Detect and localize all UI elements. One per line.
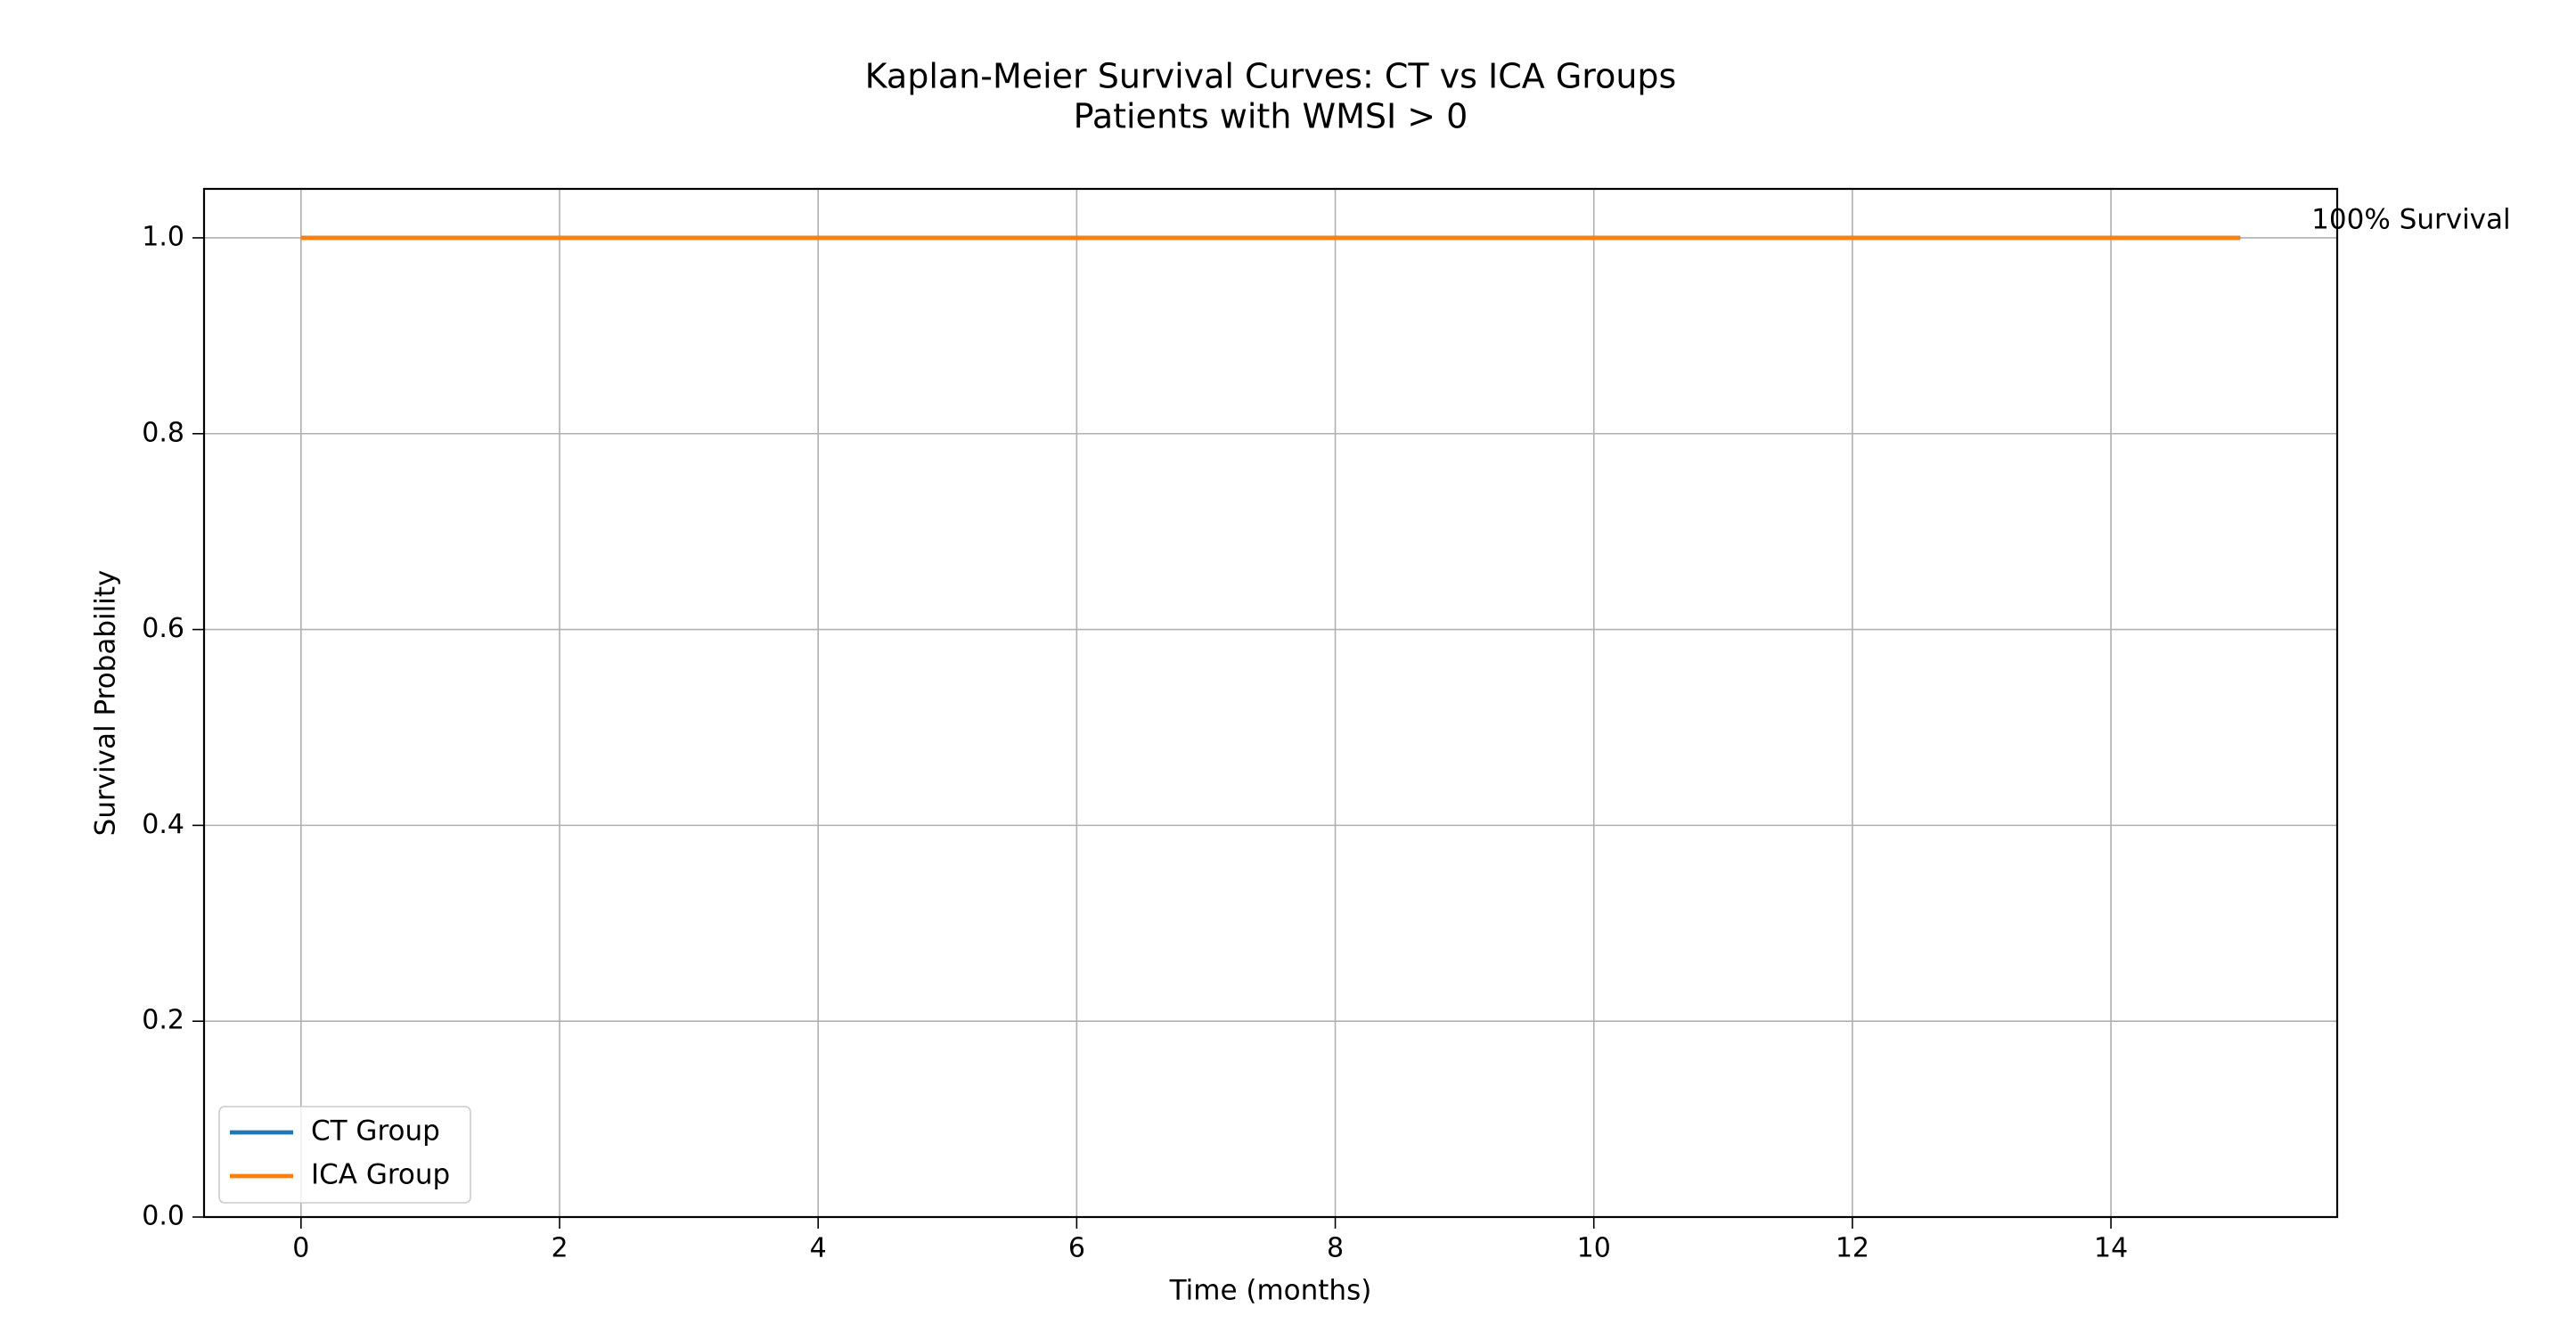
x-axis-label: Time (months): [1169, 1275, 1372, 1307]
x-tick-label: 6: [1068, 1233, 1085, 1264]
legend-label: ICA Group: [311, 1159, 450, 1191]
x-tick-label: 2: [551, 1233, 568, 1264]
y-tick-label: 0.4: [142, 809, 184, 840]
y-tick-label: 0.8: [142, 417, 184, 448]
plot-frame: [202, 187, 2339, 1219]
legend: CT Group ICA Group: [218, 1106, 471, 1204]
y-tick-label: 0.6: [142, 613, 184, 644]
y-axis-label: Survival Probability: [90, 570, 122, 837]
x-tick-label: 10: [1577, 1233, 1611, 1264]
chart-subtitle: Patients with WMSI > 0: [1074, 97, 1468, 136]
y-tick-label: 1.0: [142, 221, 184, 252]
annotation: 100% Survival: [2311, 203, 2510, 235]
x-tick-label: 4: [810, 1233, 827, 1264]
x-tick-label: 12: [1836, 1233, 1869, 1264]
x-tick-label: 14: [2094, 1233, 2128, 1264]
chart-title: Kaplan-Meier Survival Curves: CT vs ICA …: [865, 57, 1677, 96]
y-tick-label: 0.2: [142, 1005, 184, 1036]
x-tick-label: 8: [1327, 1233, 1344, 1264]
legend-label: CT Group: [311, 1115, 440, 1148]
x-tick-label: 0: [292, 1233, 309, 1264]
y-tick-label: 0.0: [142, 1201, 184, 1232]
